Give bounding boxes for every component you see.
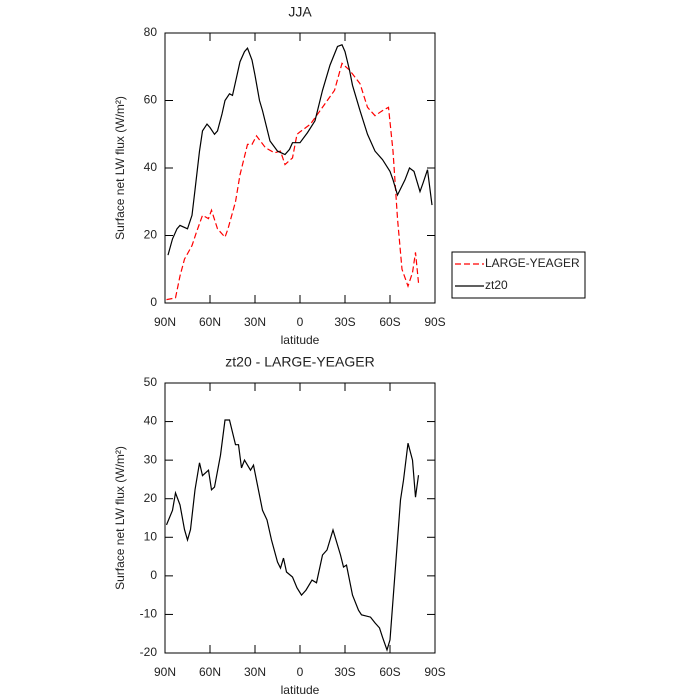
x-axis-label: latitude <box>281 333 320 347</box>
legend-box <box>451 251 586 299</box>
y-tick-label: 0 <box>150 295 157 309</box>
y-tick-label: 20 <box>144 491 158 505</box>
x-tick-label: 30N <box>244 665 266 679</box>
x-tick-label: 90S <box>424 315 445 329</box>
x-tick-label: 0 <box>297 665 304 679</box>
x-tick-label: 30S <box>334 665 355 679</box>
plot-frame <box>164 382 436 654</box>
chart-title: JJA <box>288 4 312 20</box>
x-tick-label: 60N <box>199 665 221 679</box>
y-tick-label: 50 <box>144 375 158 389</box>
data-line <box>166 62 420 301</box>
x-tick-label: 0 <box>297 315 304 329</box>
y-tick-label: 0 <box>150 568 157 582</box>
x-axis-label: latitude <box>281 683 320 697</box>
y-tick-label: 80 <box>144 25 158 39</box>
data-line <box>167 44 433 256</box>
x-tick-label: 60N <box>199 315 221 329</box>
y-tick-label: 20 <box>144 228 158 242</box>
x-tick-label: 60S <box>379 665 400 679</box>
y-tick-label: 40 <box>144 414 158 428</box>
x-tick-label: 30N <box>244 315 266 329</box>
legend-label: LARGE-YEAGER <box>485 256 580 270</box>
y-tick-label: -20 <box>140 645 158 659</box>
y-axis-label: Surface net LW flux (W/m²) <box>113 96 127 240</box>
y-tick-label: 40 <box>144 160 158 174</box>
legend-label: zt20 <box>485 278 508 292</box>
y-axis-label: Surface net LW flux (W/m²) <box>113 446 127 590</box>
y-tick-label: -10 <box>140 607 158 621</box>
x-tick-label: 60S <box>379 315 400 329</box>
y-tick-label: 10 <box>144 529 158 543</box>
y-tick-label: 60 <box>144 93 158 107</box>
x-tick-label: 90N <box>154 665 176 679</box>
x-tick-label: 90S <box>424 665 445 679</box>
data-line <box>165 419 420 652</box>
x-tick-label: 30S <box>334 315 355 329</box>
x-tick-label: 90N <box>154 315 176 329</box>
chart-title: zt20 - LARGE-YEAGER <box>225 354 374 370</box>
y-tick-label: 30 <box>144 452 158 466</box>
